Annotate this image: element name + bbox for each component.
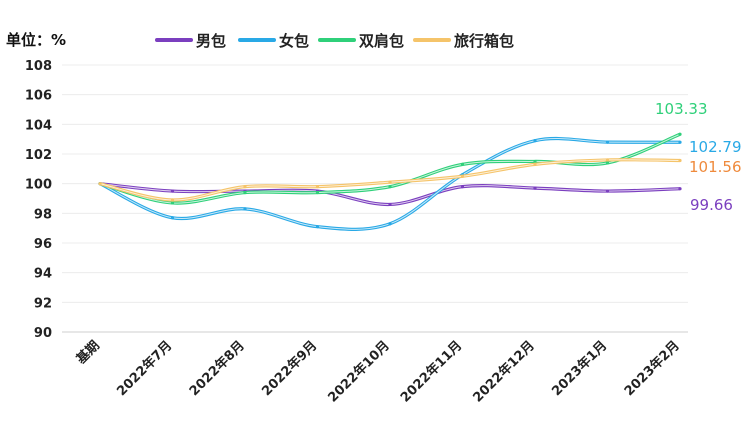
data-point [388, 180, 392, 184]
x-tick-label: 2023年1月 [549, 338, 611, 400]
y-tick-label: 94 [34, 267, 52, 282]
data-point [243, 190, 247, 195]
data-point [315, 185, 320, 189]
x-tick-label: 基期 [72, 338, 102, 368]
y-tick-label: 96 [34, 237, 52, 252]
x-tick-label: 2023年2月 [621, 338, 683, 400]
data-point [315, 225, 320, 229]
unit-label: 单位：% [6, 31, 67, 49]
y-tick-label: 106 [25, 89, 52, 104]
data-point [460, 185, 465, 189]
y-tick-label: 102 [25, 148, 52, 163]
x-tick-label: 2022年10月 [325, 338, 393, 406]
y-tick-label: 92 [34, 296, 52, 311]
data-point [388, 202, 392, 207]
y-tick-label: 108 [25, 59, 52, 74]
series-旅行箱包 [98, 158, 682, 202]
grid-layer [62, 64, 688, 333]
legend: 男包 女包 双肩包 旅行箱包 [155, 32, 514, 50]
legend-label: 双肩包 [359, 32, 404, 50]
data-point [170, 189, 175, 193]
series-女包 [98, 136, 682, 231]
x-tick-label: 2022年12月 [470, 338, 538, 406]
legend-label: 女包 [279, 32, 309, 50]
data-point [315, 190, 320, 195]
y-tick-label: 90 [34, 326, 52, 341]
y-tick-label: 98 [34, 207, 52, 222]
data-point [170, 216, 175, 220]
y-tick-label: 104 [25, 118, 52, 133]
data-point [678, 140, 682, 144]
axis-layer: 90 92 94 96 98 100 102 104 106 108 基期 2022年7月 2022年8… [25, 59, 683, 406]
data-point [533, 162, 537, 166]
data-point [170, 201, 175, 205]
legend-label: 旅行箱包 [454, 32, 514, 50]
data-point [605, 158, 610, 162]
series-layer [98, 132, 682, 231]
data-point [388, 185, 392, 189]
y-tick-label: 100 [25, 178, 52, 193]
data-point [533, 139, 537, 143]
data-point [678, 132, 682, 136]
x-tick-label: 2022年8月 [186, 338, 248, 400]
end-value-label: 103.33 [655, 100, 708, 118]
data-point [678, 158, 682, 163]
data-point [533, 159, 537, 164]
end-labels: 99.66 102.79 103.33 101.56 [655, 100, 742, 214]
data-point [605, 140, 610, 144]
x-tick-label: 2022年7月 [114, 338, 176, 400]
data-point [243, 185, 247, 189]
data-point [678, 187, 682, 191]
data-point [243, 207, 247, 211]
data-point [605, 189, 610, 193]
x-tick-label: 2022年11月 [397, 338, 465, 406]
data-point [460, 174, 465, 178]
data-point [98, 182, 102, 186]
series-双肩包 [98, 132, 682, 205]
end-value-label: 102.79 [689, 138, 742, 156]
data-point [533, 186, 537, 190]
data-point [460, 162, 465, 166]
data-point [170, 198, 175, 202]
x-tick-label: 2022年9月 [259, 338, 321, 400]
legend-label: 男包 [196, 32, 226, 50]
data-point [605, 161, 610, 165]
data-point [388, 222, 392, 226]
end-value-label: 99.66 [690, 196, 733, 214]
end-value-label: 101.56 [689, 158, 742, 176]
